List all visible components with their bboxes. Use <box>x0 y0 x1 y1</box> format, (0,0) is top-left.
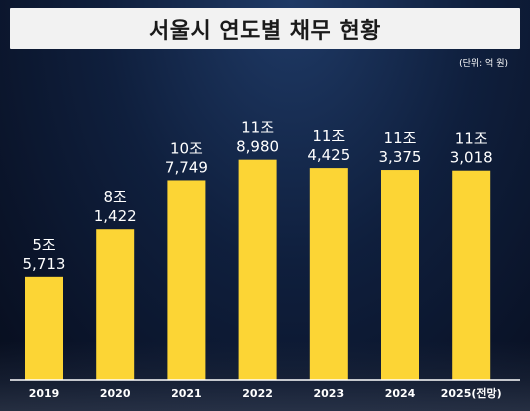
data-label-trillion: 5조 <box>32 236 56 254</box>
x-tick-label: 2024 <box>385 387 416 400</box>
data-label-trillion: 8조 <box>104 188 128 206</box>
data-label-hundred-million: 5,713 <box>23 255 66 273</box>
data-label-hundred-million: 1,422 <box>94 207 137 225</box>
chart-title-box: 서울시 연도별 채무 현황 <box>10 8 520 49</box>
data-label-trillion: 10조 <box>170 139 203 157</box>
data-label-hundred-million: 7,749 <box>165 158 208 176</box>
bar-2023 <box>309 168 348 380</box>
x-tick-label: 2025(전망) <box>441 386 502 400</box>
bar-2020 <box>96 229 135 380</box>
x-tick-label: 2023 <box>313 387 344 400</box>
x-tick-label: 2022 <box>242 387 273 400</box>
data-label-trillion: 11조 <box>312 127 345 145</box>
unit-note: (단위: 억 원) <box>459 59 508 69</box>
bar-2025(전망) <box>452 170 491 380</box>
data-label-hundred-million: 3,018 <box>450 149 493 167</box>
bar-2022 <box>238 159 277 380</box>
data-label-hundred-million: 3,375 <box>379 148 422 166</box>
data-label-trillion: 11조 <box>384 129 417 147</box>
x-tick-label: 2020 <box>100 387 131 400</box>
bar-2019 <box>25 276 63 380</box>
data-label-hundred-million: 4,425 <box>307 146 350 164</box>
bar-2024 <box>381 170 419 380</box>
x-tick-label: 2019 <box>29 387 60 400</box>
data-label-hundred-million: 8,980 <box>236 138 279 156</box>
data-labels-group: 5조5,7138조1,42210조7,74911조8,98011조4,42511… <box>23 119 493 273</box>
x-tick-label: 2021 <box>171 387 202 400</box>
bar-2021 <box>167 180 206 380</box>
chart-title: 서울시 연도별 채무 현황 <box>149 18 381 44</box>
data-label-trillion: 11조 <box>455 130 488 148</box>
bars-group <box>25 159 491 380</box>
x-tick-labels-group: 2019 2020 2021 2022 2023 2024 2025(전망) <box>29 386 502 400</box>
data-label-trillion: 11조 <box>241 119 274 137</box>
